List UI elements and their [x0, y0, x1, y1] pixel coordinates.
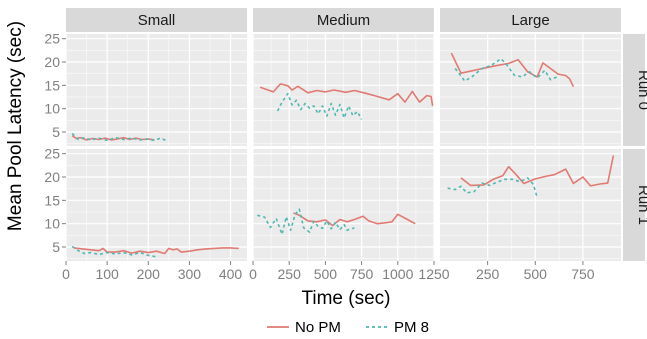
panel-run-0-small	[65, 34, 247, 146]
panel-run-1-medium	[252, 149, 435, 261]
series-line-pm-8-run-0-large	[454, 57, 559, 82]
facet-strip-small	[66, 8, 247, 32]
series-line-pm-8-run-0-medium	[276, 92, 363, 120]
series-line-pm-8-run-1-medium	[257, 208, 355, 236]
facet-strip-medium	[253, 8, 434, 32]
panel-run-1-large	[440, 149, 621, 261]
x-tick-label: 0	[249, 266, 257, 282]
panel-background	[440, 149, 621, 261]
facet-label-small: Small	[138, 12, 176, 29]
facet-strip-large	[440, 8, 621, 32]
facet-label-large: Large	[511, 12, 549, 29]
y-tick-label: 10	[44, 101, 60, 117]
x-axis-title: Time (sec)	[301, 288, 390, 309]
x-tick-label: 750	[571, 266, 595, 282]
panel-background	[440, 34, 621, 146]
y-tick-label: 20	[44, 169, 60, 185]
facet-label-run-0: Run 0	[635, 70, 647, 110]
x-tick-label: 500	[314, 266, 338, 282]
x-tick-label: 200	[137, 266, 161, 282]
x-tick-label: 250	[476, 266, 500, 282]
legend-label-pm-8: PM 8	[394, 319, 429, 336]
y-tick-label: 15	[44, 77, 60, 93]
facet-strip-run-0	[623, 34, 645, 146]
facet-label-run-1: Run 1	[635, 185, 647, 225]
x-tick-label: 400	[219, 266, 243, 282]
legend: No PM PM 8	[267, 319, 429, 336]
y-tick-label: 5	[52, 239, 60, 255]
legend-label-no-pm: No PM	[295, 319, 341, 336]
x-tick-label: 300	[178, 266, 202, 282]
x-tick-label: 0	[62, 266, 70, 282]
panel-run-0-large	[440, 34, 621, 146]
series-line-pm-8-run-1-small	[71, 245, 157, 258]
panel-run-0-medium	[252, 34, 435, 146]
facet-strip-run-1	[623, 149, 645, 261]
x-tick-label: 750	[350, 266, 374, 282]
facet-label-medium: Medium	[317, 12, 370, 29]
series-line-pm-8-run-1-large	[447, 177, 538, 198]
y-tick-label: 25	[44, 31, 60, 47]
panel-run-1-small	[65, 149, 247, 261]
y-axis-title: Mean Pool Latency (sec)	[5, 21, 26, 231]
y-tick-label: 10	[44, 216, 60, 232]
x-tick-label: 500	[524, 266, 548, 282]
series-line-no-pm-run-0-large	[450, 52, 575, 88]
series-line-no-pm-run-1-large	[460, 155, 615, 187]
x-tick-label: 1250	[418, 266, 449, 282]
series-line-no-pm-run-0-medium	[259, 83, 434, 107]
x-tick-label: 1000	[382, 266, 413, 282]
y-tick-label: 20	[44, 54, 60, 70]
series-line-pm-8-run-0-small	[71, 132, 168, 142]
x-tick-label: 250	[278, 266, 302, 282]
y-tick-label: 5	[52, 124, 60, 140]
y-tick-label: 15	[44, 192, 60, 208]
panel-background	[66, 149, 247, 261]
panel-background	[66, 34, 247, 146]
y-tick-label: 25	[44, 146, 60, 162]
x-tick-label: 100	[95, 266, 119, 282]
series-line-no-pm-run-1-small	[74, 247, 239, 255]
facet-grid: Small Medium Large Run 0 Run 1 5 10 15 20 25 5 10 15…	[44, 8, 647, 282]
